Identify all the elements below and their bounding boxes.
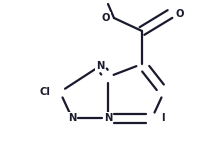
Text: N: N bbox=[104, 113, 112, 123]
Text: Cl: Cl bbox=[39, 87, 50, 97]
Text: N: N bbox=[68, 113, 76, 123]
Text: N: N bbox=[96, 61, 104, 71]
Text: O: O bbox=[176, 9, 185, 19]
Text: O: O bbox=[101, 13, 110, 23]
Text: I: I bbox=[161, 113, 165, 123]
